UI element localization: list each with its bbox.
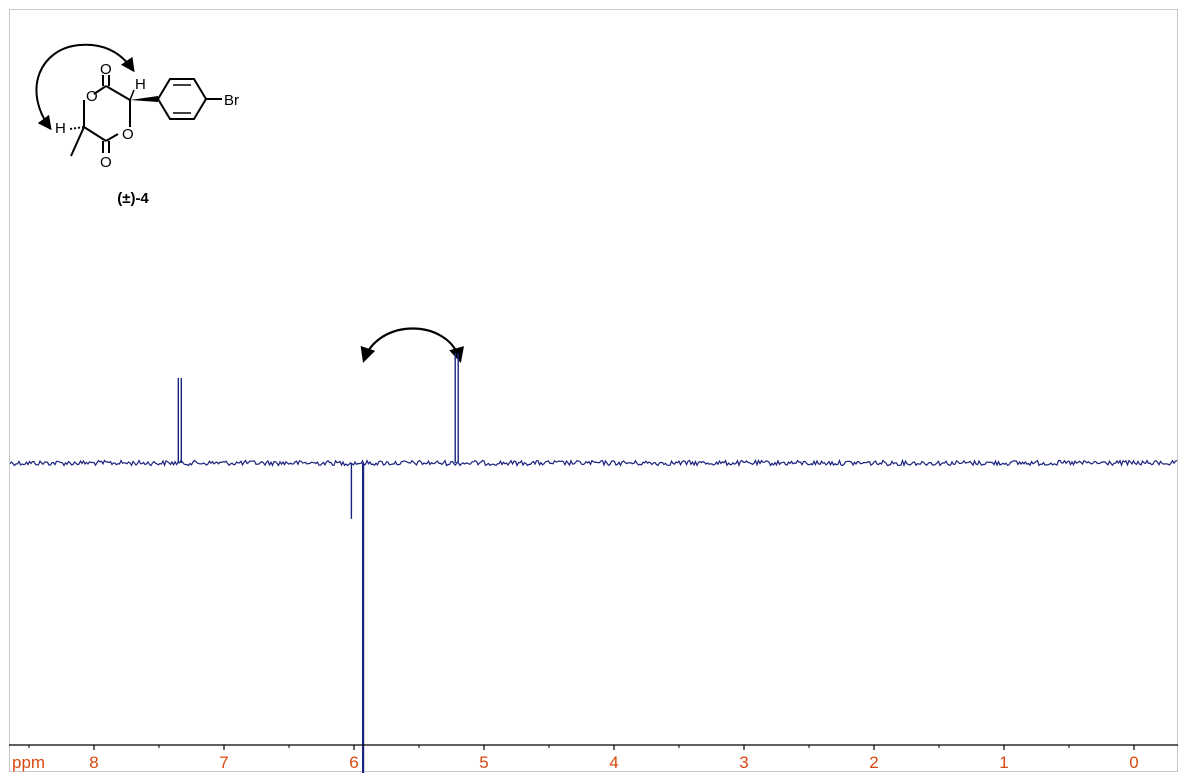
ring-oxygen-left: O: [86, 88, 98, 105]
spectrum-trace: [9, 353, 1178, 773]
bromine-label: Br: [224, 92, 239, 109]
spectrum-peak: [454, 353, 459, 463]
structure-noe-arrow: [35, 43, 135, 131]
spectrum-peak: [177, 378, 183, 463]
spectrum-frame: [9, 9, 1178, 772]
compound-label: (±)-4: [117, 190, 149, 207]
x-tick-label: 2: [869, 753, 878, 772]
carbonyl-oxygen-bottom: O: [100, 154, 112, 171]
x-axis-unit-label: ppm: [12, 753, 45, 772]
x-tick-label: 0: [1129, 753, 1138, 772]
baseline-noise: [9, 458, 1178, 468]
ring-oxygen-right: O: [122, 126, 134, 143]
x-tick-label: 6: [349, 753, 358, 772]
x-tick-label: 7: [219, 753, 228, 772]
x-tick-label: 3: [739, 753, 748, 772]
x-tick-label: 8: [89, 753, 98, 772]
x-tick-label: 4: [609, 753, 618, 772]
molecule-structure: O O O O H H Br (±)-4: [35, 43, 239, 207]
spectrum-noe-arrow: [360, 327, 464, 363]
x-tick-label: 5: [479, 753, 488, 772]
hydrogen-upper: H: [135, 76, 146, 93]
hydrogen-lower: H: [55, 120, 66, 137]
x-axis-ticks: 8 7 6 5 4 3 2 1 0: [28, 745, 1139, 772]
carbonyl-oxygen-top: O: [100, 61, 112, 78]
x-tick-label: 1: [999, 753, 1008, 772]
